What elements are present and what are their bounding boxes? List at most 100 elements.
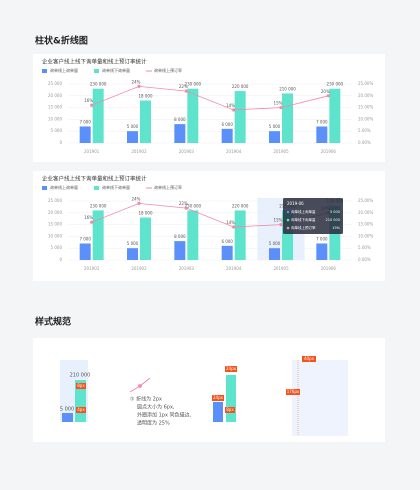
value-label: 7 000 [316, 236, 328, 241]
value-label: 230 000 [90, 82, 107, 87]
badge [212, 395, 224, 401]
chart-title: 企业客户线上线下询单量和线上预订率统计 [42, 175, 147, 183]
legend-swatch [42, 69, 47, 73]
bar [92, 210, 104, 260]
y-tick-label: 0 [59, 257, 62, 262]
bar [79, 126, 91, 143]
tooltip-dot [286, 210, 290, 214]
note: 外圈添加 1px 同色描边, [137, 412, 191, 419]
value-label: 16% [84, 98, 93, 103]
bar [269, 248, 280, 260]
badge [286, 389, 300, 395]
bar [140, 100, 151, 143]
tooltip-name: 询单线上询单量 [291, 209, 316, 214]
bar [174, 124, 186, 143]
tooltip-name: 询单线上预订率 [291, 225, 316, 230]
tooltip-value: 210 000 [326, 218, 340, 222]
x-tick-label: 201904 [226, 266, 242, 271]
value-label: 230 000 [90, 203, 107, 208]
tooltip-value: 15% [332, 226, 340, 230]
y-tick-label: 10 000 [48, 116, 62, 121]
badge-text: 40px [304, 356, 315, 361]
section-heading: 样式规范 [35, 316, 71, 328]
bar [282, 93, 293, 143]
value-label: 7 000 [79, 119, 91, 124]
legend-swatch [94, 186, 99, 190]
value-label: 22% [179, 201, 188, 206]
value-label: 6 000 [221, 122, 233, 127]
badge [76, 407, 86, 413]
legend-swatch [42, 186, 47, 190]
bar [282, 210, 293, 260]
x-tick-label: 201903 [179, 149, 195, 154]
bar [174, 241, 186, 260]
y2-tick-label: 10.00% [358, 233, 373, 238]
bar [329, 88, 341, 143]
value-label: 5 000 [269, 241, 281, 246]
value-label: 230 000 [185, 203, 202, 208]
value-label: 14% [226, 220, 235, 225]
value-label: 230 000 [185, 82, 202, 87]
dot [137, 84, 141, 89]
label: 5 000 [60, 407, 74, 413]
y2-tick-label: 15.00% [358, 222, 373, 227]
y-tick-label: 5 000 [51, 245, 63, 250]
badge [225, 366, 237, 372]
y2-tick-label: 25.00% [358, 198, 373, 203]
value-label: 24% [132, 196, 141, 201]
y-tick-label: 20 000 [48, 210, 62, 215]
bar-sample [75, 380, 86, 422]
tooltip-name: 询单线下询单量 [291, 217, 316, 222]
bar-sample [226, 375, 236, 422]
bar [127, 131, 138, 143]
value-label: 7 000 [79, 236, 91, 241]
area-sample [292, 360, 348, 436]
x-tick-label: 201903 [179, 266, 195, 271]
bar-sample [213, 402, 223, 422]
x-tick-label: 201906 [321, 149, 337, 154]
y2-tick-label: 5.00% [358, 128, 371, 133]
badge-text: 24px [213, 395, 224, 400]
x-tick-label: 201906 [321, 266, 337, 271]
y-tick-label: 5 000 [51, 128, 63, 133]
y2-tick-label: 10.00% [358, 116, 373, 121]
line [91, 85, 329, 111]
value-label: 15% [274, 218, 283, 223]
y2-tick-label: 0.00% [358, 257, 371, 262]
value-label: 18 000 [139, 211, 153, 216]
x-tick-label: 201902 [131, 266, 147, 271]
value-label: 16% [84, 215, 93, 220]
y-tick-label: 0 [59, 140, 62, 145]
tooltip-dot [286, 218, 290, 222]
bar [140, 217, 151, 260]
y2-tick-label: 5.00% [358, 245, 371, 250]
value-label: 6 000 [221, 239, 233, 244]
y-tick-label: 15 000 [48, 222, 62, 227]
x-tick-label: 201905 [273, 149, 289, 154]
value-label: 22% [179, 84, 188, 89]
legend-label: 询单线上预订率 [154, 184, 182, 190]
bar [221, 128, 233, 143]
value-label: 24% [132, 79, 141, 84]
bar [92, 88, 104, 143]
dot [279, 105, 283, 110]
section-heading: 柱状&折线图 [35, 35, 88, 47]
bar [187, 88, 199, 143]
legend-label: 询单线下询单量 [102, 184, 130, 190]
y-tick-label: 25 000 [48, 81, 62, 86]
dot [279, 222, 283, 227]
y2-tick-label: 20.00% [358, 210, 373, 215]
bar [269, 131, 280, 143]
bar [79, 243, 91, 260]
note: 透明度为 25% [137, 420, 170, 427]
value-label: 210 000 [279, 86, 296, 91]
badge-text: 4px [77, 407, 85, 412]
legend-swatch [94, 69, 99, 73]
value-label: 14% [226, 103, 235, 108]
chart-title: 企业客户线上线下询单量和线上预订率统计 [42, 58, 147, 66]
tooltip-value: 5 000 [330, 210, 340, 214]
value-label: 7 000 [316, 119, 328, 124]
y2-tick-label: 0.00% [358, 140, 371, 145]
bar [234, 91, 246, 143]
